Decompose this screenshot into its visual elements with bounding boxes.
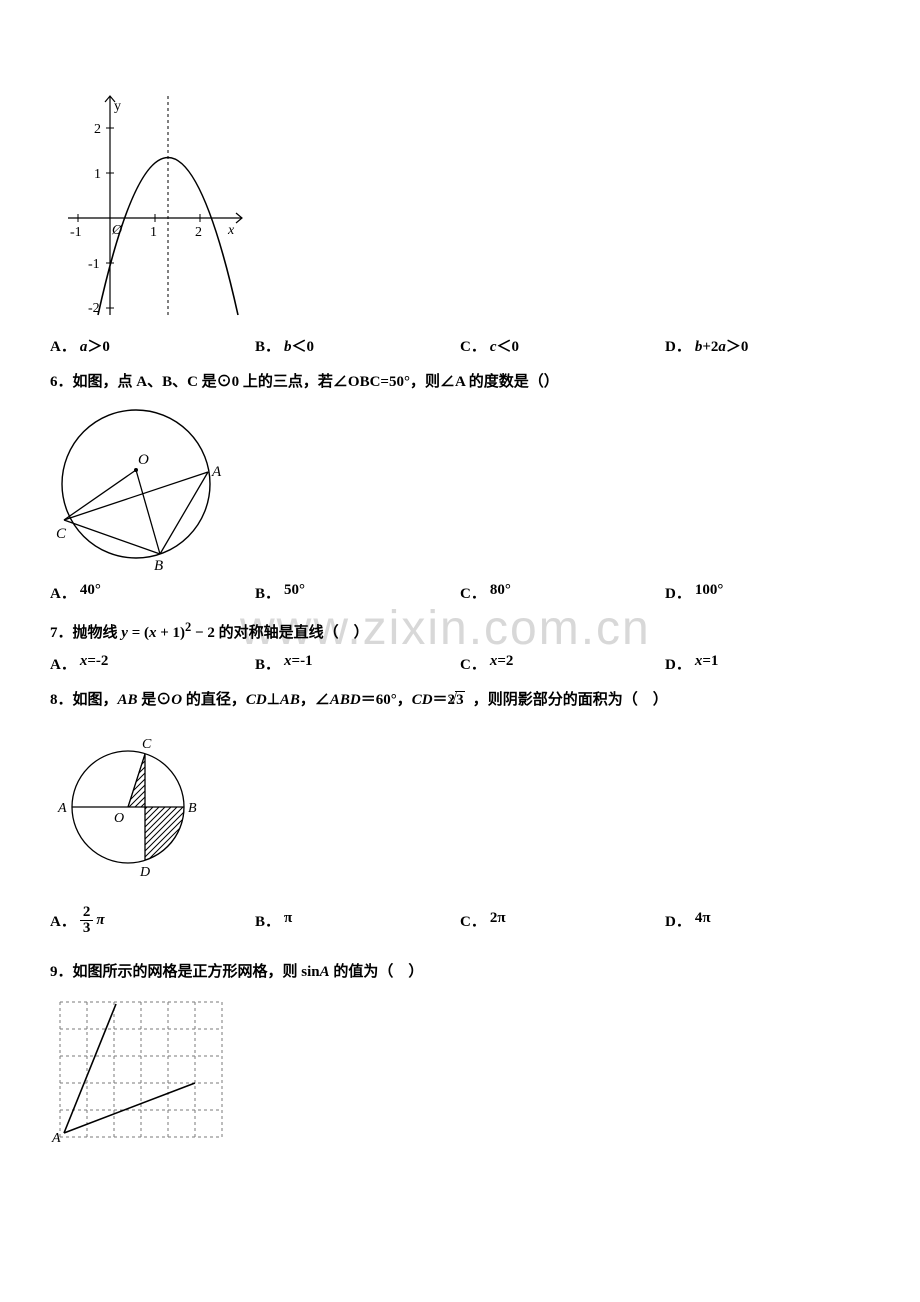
q5-option-a: A．a＞0 <box>50 335 255 356</box>
q5-options: A．a＞0 B．b＜0 C．c＜0 D．b+2a＞0 <box>50 335 870 356</box>
q8-option-a: A． 2 3 π <box>50 905 255 936</box>
label-C: C <box>56 526 67 542</box>
origin-label: Ø <box>111 223 123 238</box>
grid-svg: A <box>50 992 235 1147</box>
label-A9: A <box>51 1131 61 1146</box>
tick-1y: 1 <box>94 167 101 182</box>
label-D8: D <box>139 865 150 880</box>
q7-option-a: A．x=-2 <box>50 653 255 674</box>
q6-option-c: C．80° <box>460 582 665 603</box>
q8-option-c: C．2π <box>460 910 665 931</box>
tick-1x: 1 <box>150 225 157 240</box>
q7-option-c: C．x=2 <box>460 653 665 674</box>
circle-abc-svg: O A B C <box>50 402 235 572</box>
tick--1y: -1 <box>88 257 100 272</box>
circle-cd-svg: A B C D O <box>50 730 215 885</box>
q6-options: A．40° B．50° C．80° D．100° <box>50 582 870 603</box>
q5-option-c: C．c＜0 <box>460 335 665 356</box>
q9-grid-figure: A <box>50 992 870 1147</box>
label-O8: O <box>114 811 124 826</box>
tick-2x: 2 <box>195 225 202 240</box>
q5-option-b: B．b＜0 <box>255 335 460 356</box>
label-O: O <box>138 452 149 468</box>
q8-options: A． 2 3 π B．π C．2π D．4π <box>50 905 870 936</box>
q5-option-d: D．b+2a＞0 <box>665 335 870 356</box>
q8-text: 8．如图，AB 是⊙O 的直径，CD⊥AB，∠ABD＝60°，CD＝23√，则阴… <box>50 688 870 712</box>
parabola-svg: y x -1 1 2 1 2 -1 -2 Ø <box>50 90 250 325</box>
q6-circle-figure: O A B C <box>50 402 870 572</box>
tick-2y: 2 <box>94 122 101 137</box>
q7-text: 7．抛物线 y = (x + 1)2 − 2 的对称轴是直线（ ） <box>50 617 870 645</box>
q9-text: 9．如图所示的网格是正方形网格，则 sinA 的值为（ ） <box>50 960 870 984</box>
label-A: A <box>211 464 222 480</box>
q8-circle-figure: A B C D O <box>50 730 870 885</box>
q6-option-d: D．100° <box>665 582 870 603</box>
q7-option-b: B．x=-1 <box>255 653 460 674</box>
q7-options: A．x=-2 B．x=-1 C．x=2 D．x=1 <box>50 653 870 674</box>
q7-option-d: D．x=1 <box>665 653 870 674</box>
q6-option-a: A．40° <box>50 582 255 603</box>
label-A8: A <box>57 801 67 816</box>
axis-label-y: y <box>114 99 121 114</box>
tick--1x: -1 <box>70 225 82 240</box>
q8-option-b: B．π <box>255 910 460 931</box>
label-B: B <box>154 558 163 572</box>
q8-option-d: D．4π <box>665 910 870 931</box>
axis-label-x: x <box>227 223 235 238</box>
q6-option-b: B．50° <box>255 582 460 603</box>
tick--2y: -2 <box>88 301 100 316</box>
label-B8: B <box>188 801 197 816</box>
label-C8: C <box>142 737 152 752</box>
q5-parabola-figure: y x -1 1 2 1 2 -1 -2 Ø <box>50 90 870 325</box>
q6-text: 6．如图，点 A、B、C 是⊙0 上的三点，若∠OBC=50°，则∠A 的度数是… <box>50 370 870 394</box>
